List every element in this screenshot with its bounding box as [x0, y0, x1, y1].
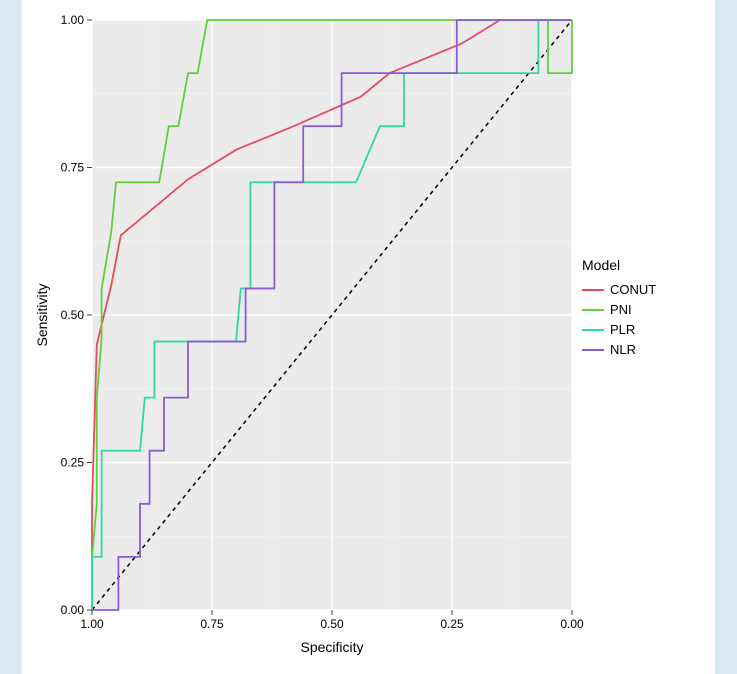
legend-label: NLR [610, 342, 636, 357]
y-axis-label: Sensitivity [34, 283, 50, 346]
roc-svg: 1.00 0.75 0.50 0.25 0.00 0.00 0.25 0.50 0.75 1.00… [22, 0, 715, 674]
y-tick-label: 0.00 [61, 603, 85, 617]
x-tick-label: 0.00 [560, 617, 584, 631]
legend-label: CONUT [610, 282, 656, 297]
x-axis-label: Specificity [300, 639, 363, 655]
roc-chart: 1.00 0.75 0.50 0.25 0.00 0.00 0.25 0.50 0.75 1.00… [22, 0, 715, 674]
y-tick-label: 0.75 [61, 161, 85, 175]
legend-title: Model [582, 257, 620, 273]
x-tick-label: 0.75 [200, 617, 224, 631]
left-band [0, 0, 22, 674]
x-tick-label: 0.25 [440, 617, 464, 631]
x-tick-label: 0.50 [320, 617, 344, 631]
y-tick-label: 0.50 [61, 308, 85, 322]
legend-label: PNI [610, 302, 632, 317]
figure-frame: 1.00 0.75 0.50 0.25 0.00 0.00 0.25 0.50 0.75 1.00… [0, 0, 737, 674]
legend-label: PLR [610, 322, 635, 337]
y-tick-label: 1.00 [61, 13, 85, 27]
right-band [715, 0, 737, 674]
x-tick-label: 1.00 [80, 617, 104, 631]
y-tick-label: 0.25 [61, 456, 85, 470]
